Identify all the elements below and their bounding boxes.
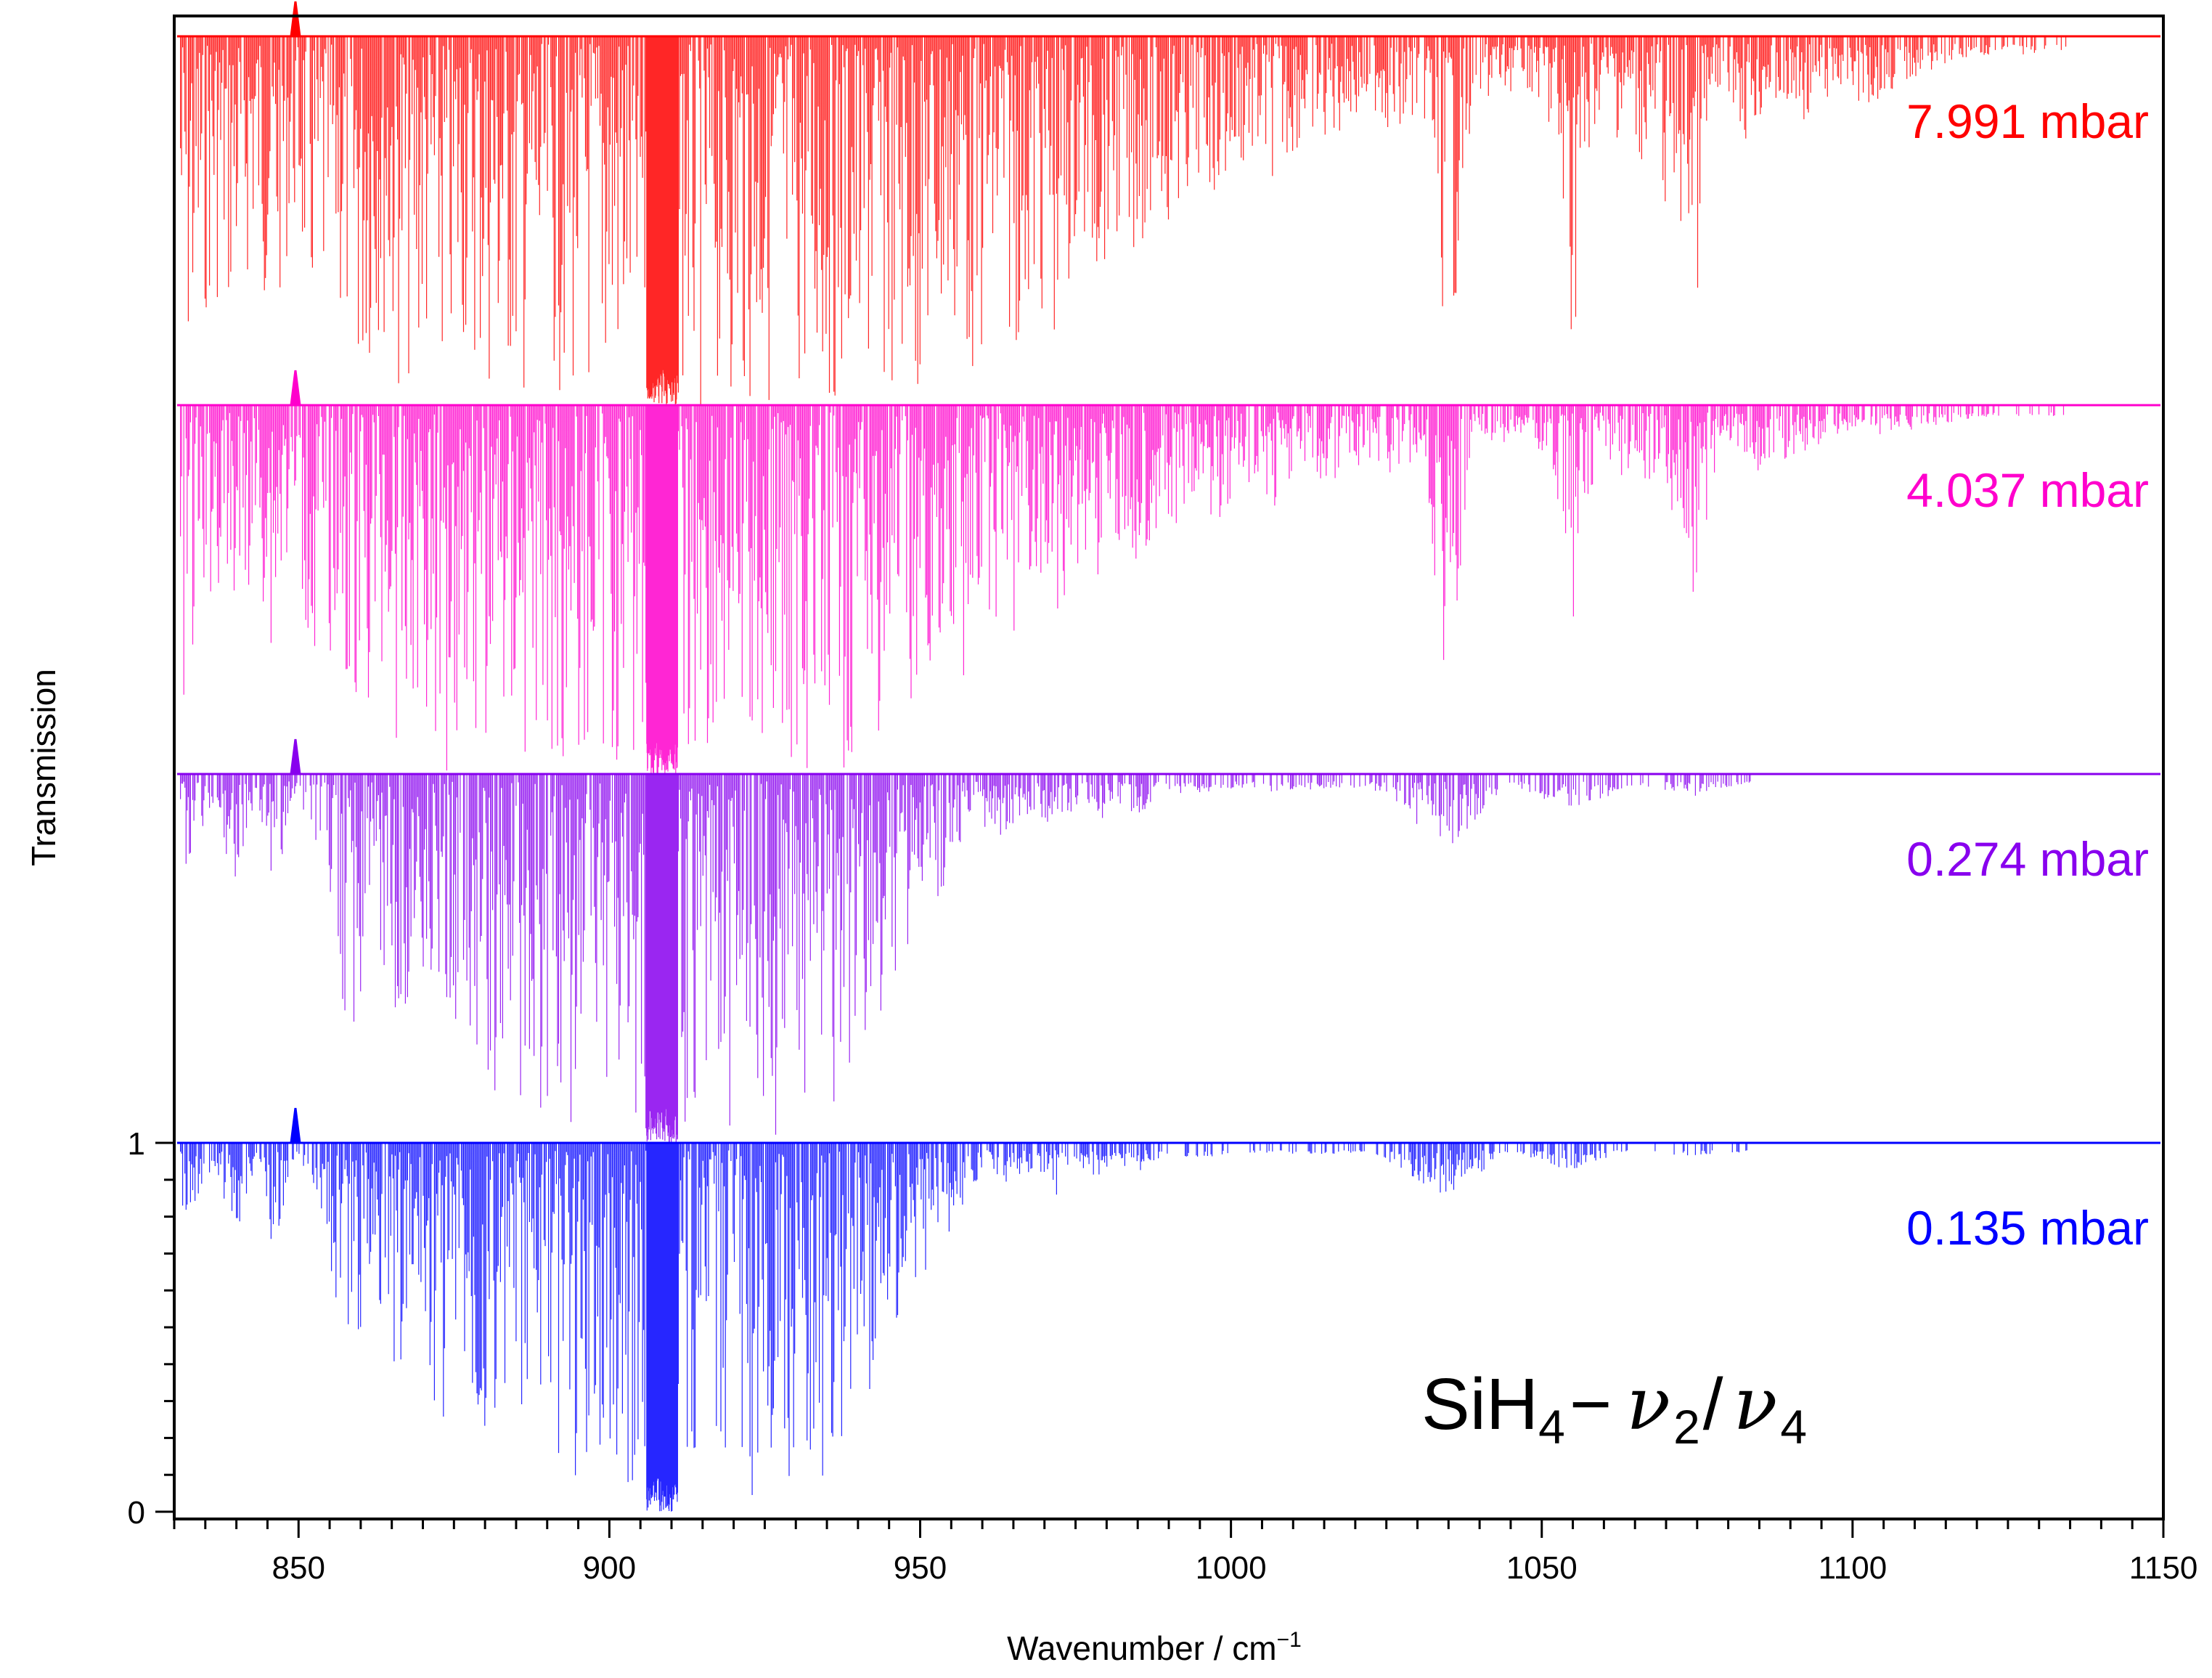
x-tick-label: 1100 <box>1819 1550 1887 1586</box>
y-tick-label: 1 <box>128 1126 145 1162</box>
x-axis: 850 900 950 1000 1050 1100 1150 <box>173 1519 2198 1586</box>
annotation-molecule: SiH <box>1421 1364 1538 1445</box>
traces-group <box>177 1 2160 1512</box>
annotation-nu-a: ν <box>1626 1361 1670 1446</box>
trace-3 <box>177 1107 2160 1512</box>
y-tick-label: 0 <box>128 1495 145 1531</box>
x-axis-title-text: Wavenumber / cm <box>1007 1629 1277 1667</box>
trace-0 <box>177 1 2160 405</box>
absorption-lines <box>180 774 1751 1143</box>
annotation-nu-b-subscript: 4 <box>1780 1400 1807 1454</box>
x-tick-label: 950 <box>894 1550 947 1586</box>
trace-labels: 7.991 mbar 4.037 mbar 0.274 mbar 0.135 mbar <box>1906 94 2149 1255</box>
x-tick-label: 1150 <box>2129 1550 2198 1586</box>
trace-label-2: 0.274 mbar <box>1906 832 2149 886</box>
trace-label-1: 4.037 mbar <box>1906 463 2149 517</box>
emission-spike <box>290 738 301 775</box>
trace-1 <box>177 370 2160 774</box>
x-tick-label: 850 <box>272 1550 325 1586</box>
absorption-lines <box>180 36 2067 405</box>
annotation-molecule-subscript: 4 <box>1538 1400 1565 1454</box>
trace-label-0: 7.991 mbar <box>1906 94 2149 148</box>
annotation-nu-b: ν <box>1734 1361 1778 1446</box>
emission-spike <box>290 1 301 37</box>
annotation-nu-a-subscript: 2 <box>1673 1400 1700 1454</box>
emission-spike <box>290 1107 301 1144</box>
annotation-slash: / <box>1703 1364 1723 1445</box>
trace-label-3: 0.135 mbar <box>1906 1201 2149 1255</box>
y-axis: 01 <box>128 1126 174 1531</box>
x-tick-label: 900 <box>583 1550 636 1586</box>
molecule-annotation: SiH4− ν2/ν4 <box>1421 1361 1807 1454</box>
x-tick-label: 1000 <box>1196 1550 1267 1586</box>
y-axis-title: Transmission <box>25 669 62 866</box>
absorption-lines <box>180 405 2065 774</box>
trace-2 <box>177 738 2160 1143</box>
absorption-lines <box>180 1143 1747 1512</box>
annotation-dash: − <box>1570 1364 1612 1445</box>
emission-spike <box>290 370 301 406</box>
x-tick-label: 1050 <box>1506 1550 1578 1586</box>
x-axis-title: Wavenumber / cm−1 <box>1007 1628 1302 1667</box>
x-axis-title-superscript: −1 <box>1277 1628 1302 1652</box>
